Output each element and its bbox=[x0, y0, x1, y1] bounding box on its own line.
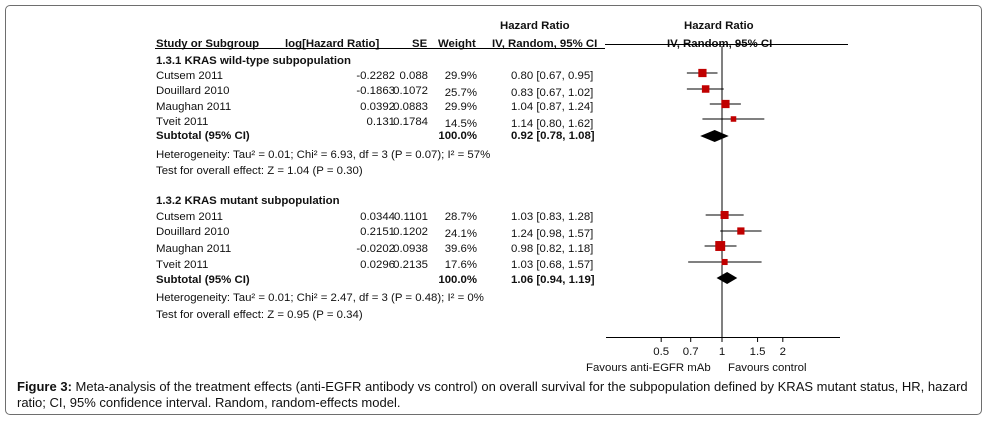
plot-group-header: Hazard Ratio bbox=[684, 20, 754, 32]
study-name: Cutsem 2011 bbox=[156, 211, 223, 223]
study-ci: 0.83 [0.67, 1.02] bbox=[511, 87, 594, 99]
study-log-hr: 0.131 bbox=[366, 116, 395, 128]
study-log-hr: 0.0296 bbox=[360, 259, 395, 271]
overall-effect-text: Test for overall effect: Z = 1.04 (P = 0… bbox=[156, 165, 363, 177]
overall-effect-text: Test for overall effect: Z = 0.95 (P = 0… bbox=[156, 309, 363, 321]
x-tick-label: 1.5 bbox=[750, 346, 766, 358]
study-name: Tveit 2011 bbox=[156, 259, 209, 271]
study-log-hr: -0.0202 bbox=[356, 243, 395, 255]
effect-marker bbox=[720, 210, 729, 220]
study-ci: 1.03 [0.83, 1.28] bbox=[511, 211, 594, 223]
study-weight: 14.5% bbox=[444, 118, 477, 130]
study-se: 0.088 bbox=[399, 70, 428, 82]
study-log-hr: -0.1863 bbox=[356, 85, 395, 97]
study-weight: 29.9% bbox=[444, 70, 477, 82]
forest-plot: 0.5 0.7 1 1.5 2 bbox=[155, 44, 848, 358]
study-name: Cutsem 2011 bbox=[156, 70, 223, 82]
x-tick-label: 2 bbox=[780, 346, 786, 358]
study-ci: 0.80 [0.67, 0.95] bbox=[511, 70, 594, 82]
study-ci: 1.14 [0.80, 1.62] bbox=[511, 118, 594, 130]
study-log-hr: 0.0344 bbox=[360, 211, 395, 223]
col-weight-header: Weight bbox=[438, 38, 476, 50]
study-name: Tveit 2011 bbox=[156, 116, 209, 128]
effect-marker bbox=[721, 99, 730, 109]
study-ci: 1.04 [0.87, 1.24] bbox=[511, 101, 594, 113]
subtotal-weight: 100.0% bbox=[438, 274, 477, 286]
heterogeneity-text: Heterogeneity: Tau² = 0.01; Chi² = 2.47,… bbox=[156, 292, 484, 304]
effect-marker bbox=[715, 241, 726, 251]
study-log-hr: 0.0392 bbox=[360, 101, 395, 113]
subtotal-diamond bbox=[700, 130, 729, 142]
heterogeneity-text: Heterogeneity: Tau² = 0.01; Chi² = 6.93,… bbox=[156, 149, 491, 161]
effect-marker bbox=[721, 258, 728, 266]
hr-group-header: Hazard Ratio bbox=[500, 20, 570, 32]
x-tick-label: 1 bbox=[719, 346, 725, 358]
caption-text: Meta-analysis of the treatment effects (… bbox=[17, 379, 968, 410]
subtotal-weight: 100.0% bbox=[438, 130, 477, 142]
caption-label: Figure 3: bbox=[17, 379, 72, 394]
study-se: 0.1784 bbox=[393, 116, 428, 128]
study-name: Maughan 2011 bbox=[156, 101, 232, 113]
subtotal-label: Subtotal (95% CI) bbox=[156, 274, 250, 286]
subtotal-ci: 0.92 [0.78, 1.08] bbox=[511, 130, 595, 142]
study-se: 0.1101 bbox=[394, 211, 428, 223]
col-study-header: Study or Subgroup bbox=[156, 38, 260, 50]
favours-right-label: Favours control bbox=[728, 362, 807, 374]
study-se: 0.0938 bbox=[393, 243, 428, 255]
study-ci: 1.03 [0.68, 1.57] bbox=[511, 259, 594, 271]
col-log-header: log[Hazard Ratio] bbox=[285, 38, 380, 50]
study-log-hr: -0.2282 bbox=[356, 70, 395, 82]
effect-marker bbox=[730, 116, 737, 122]
col-ci-header: IV, Random, 95% CI bbox=[492, 38, 598, 50]
group-title: 1.3.2 KRAS mutant subpopulation bbox=[156, 195, 340, 207]
study-weight: 24.1% bbox=[444, 228, 477, 240]
study-weight: 25.7% bbox=[444, 87, 477, 99]
subtotal-label: Subtotal (95% CI) bbox=[156, 130, 250, 142]
subtotal-diamond bbox=[716, 272, 738, 284]
study-se: 0.1202 bbox=[393, 226, 428, 238]
study-weight: 39.6% bbox=[444, 243, 477, 255]
group-title: 1.3.1 KRAS wild-type subpopulation bbox=[156, 55, 351, 67]
study-se: 0.1072 bbox=[393, 85, 428, 97]
subtotal-ci: 1.06 [0.94, 1.19] bbox=[511, 274, 595, 286]
effect-marker bbox=[701, 85, 710, 93]
x-tick-label: 0.7 bbox=[683, 346, 699, 358]
study-weight: 29.9% bbox=[444, 101, 477, 113]
study-ci: 1.24 [0.98, 1.57] bbox=[511, 228, 594, 240]
effect-marker bbox=[698, 68, 707, 78]
figure-frame bbox=[5, 5, 982, 415]
study-weight: 28.7% bbox=[444, 211, 477, 223]
favours-left-label: Favours anti-EGFR mAb bbox=[586, 362, 711, 374]
figure-caption: Figure 3: Meta-analysis of the treatment… bbox=[17, 379, 972, 411]
study-se: 0.0883 bbox=[393, 101, 428, 113]
study-name: Douillard 2010 bbox=[156, 85, 230, 97]
study-log-hr: 0.2151 bbox=[360, 226, 395, 238]
study-name: Maughan 2011 bbox=[156, 243, 232, 255]
study-name: Douillard 2010 bbox=[156, 226, 230, 238]
study-ci: 0.98 [0.82, 1.18] bbox=[511, 243, 594, 255]
x-tick-label: 0.5 bbox=[653, 346, 669, 358]
study-se: 0.2135 bbox=[393, 259, 428, 271]
col-se-header: SE bbox=[412, 38, 428, 50]
effect-marker bbox=[737, 227, 745, 235]
study-weight: 17.6% bbox=[444, 259, 477, 271]
